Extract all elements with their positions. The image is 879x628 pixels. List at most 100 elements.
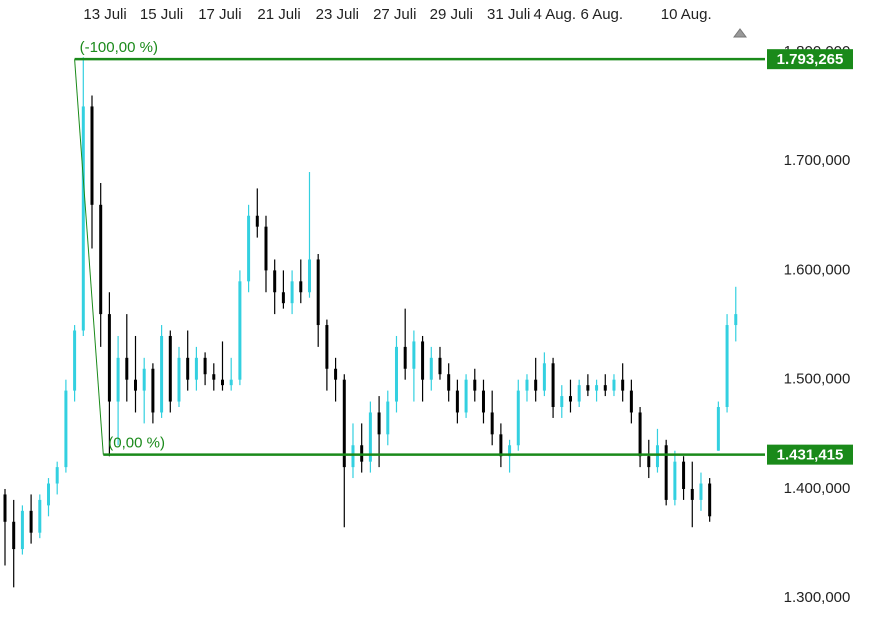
x-tick-label: 31 Juli <box>487 6 530 23</box>
candle-body <box>525 379 529 391</box>
candle-body <box>490 412 494 435</box>
candle-body <box>247 215 251 282</box>
candle-body <box>560 396 564 408</box>
candle-body <box>325 325 329 369</box>
candle-body <box>212 374 216 380</box>
candle-body <box>229 379 233 386</box>
candle-body <box>160 335 164 413</box>
candle-body <box>734 314 738 326</box>
candle-body <box>377 412 381 435</box>
y-tick-label: 1.500,000 <box>784 371 851 388</box>
candle-body <box>64 390 68 468</box>
x-tick-label: 6 Aug. <box>581 6 624 23</box>
candle-body <box>90 106 94 205</box>
candle-body <box>12 521 16 550</box>
candle-body <box>508 445 512 457</box>
candle-body <box>55 467 59 484</box>
y-tick-label: 1.600,000 <box>784 261 851 278</box>
x-tick-label: 4 Aug. <box>534 6 577 23</box>
candle-body <box>682 461 686 489</box>
candle-body <box>107 314 111 402</box>
candle-body <box>342 379 346 468</box>
candle-body <box>716 407 720 451</box>
candle-body <box>316 259 320 326</box>
candle-body <box>499 434 503 457</box>
candle-body <box>699 483 703 500</box>
candle-body <box>603 385 607 391</box>
candle-body <box>551 363 555 408</box>
candle-body <box>73 330 77 391</box>
candle-body <box>81 106 85 331</box>
candle-body <box>351 445 355 468</box>
candle-body <box>20 510 24 550</box>
candle-body <box>220 379 224 386</box>
level-label: 1.431,415 <box>777 447 844 464</box>
candle-body <box>255 215 259 227</box>
y-tick-label: 1.400,000 <box>784 480 851 497</box>
candle-body <box>473 379 477 391</box>
candle-body <box>168 335 172 402</box>
candle-body <box>203 357 207 375</box>
x-tick-label: 17 Juli <box>198 6 241 23</box>
candle-body <box>273 270 277 293</box>
candle-body <box>142 368 146 391</box>
candle-body <box>612 379 616 391</box>
candle-body <box>403 346 407 369</box>
candle-body <box>586 385 590 391</box>
candle-body <box>412 341 416 369</box>
candle-body <box>133 379 137 391</box>
candle-body <box>516 390 520 446</box>
candle-body <box>708 483 712 517</box>
candle-body <box>368 412 372 462</box>
candle-body <box>464 379 468 413</box>
candle-body <box>577 385 581 402</box>
x-tick-label: 13 Juli <box>83 6 126 23</box>
candle-body <box>655 445 659 468</box>
candle-body <box>334 368 338 380</box>
candle-body <box>542 363 546 391</box>
x-tick-label: 23 Juli <box>316 6 359 23</box>
candle-body <box>664 445 668 500</box>
candle-body <box>151 368 155 413</box>
candle-body <box>299 281 303 293</box>
candle-body <box>647 456 651 468</box>
y-tick-label: 1.300,000 <box>784 589 851 606</box>
candle-body <box>638 412 642 457</box>
candle-body <box>386 401 390 435</box>
candle-body <box>238 281 242 380</box>
candle-body <box>116 357 120 402</box>
candle-body <box>568 396 572 402</box>
candle-body <box>455 390 459 413</box>
candle-body <box>3 494 7 522</box>
x-tick-label: 15 Juli <box>140 6 183 23</box>
candle-body <box>394 346 398 402</box>
candle-body <box>186 357 190 380</box>
candle-body <box>99 204 103 315</box>
candle-body <box>447 374 451 391</box>
level-label: 1.793,265 <box>777 51 844 68</box>
candle-body <box>38 499 42 533</box>
candle-body <box>307 259 311 293</box>
candle-body <box>690 488 694 500</box>
candle-body <box>290 281 294 304</box>
candle-body <box>534 379 538 391</box>
candle-body <box>47 483 51 506</box>
candle-body <box>429 357 433 380</box>
candle-body <box>281 292 285 304</box>
candle-body <box>725 325 729 408</box>
scroll-icon[interactable] <box>733 28 747 38</box>
fib-annotation: (-100,00 %) <box>80 39 158 56</box>
candle-body <box>673 461 677 500</box>
x-tick-label: 10 Aug. <box>661 6 712 23</box>
candle-body <box>29 510 33 533</box>
level-label-box <box>767 49 853 70</box>
candle-body <box>177 357 181 402</box>
candle-body <box>629 390 633 413</box>
candle-body <box>125 357 129 380</box>
level-label-box <box>767 444 853 465</box>
candle-body <box>481 390 485 413</box>
x-tick-label: 27 Juli <box>373 6 416 23</box>
x-tick-label: 29 Juli <box>430 6 473 23</box>
y-tick-label: 1.700,000 <box>784 152 851 169</box>
